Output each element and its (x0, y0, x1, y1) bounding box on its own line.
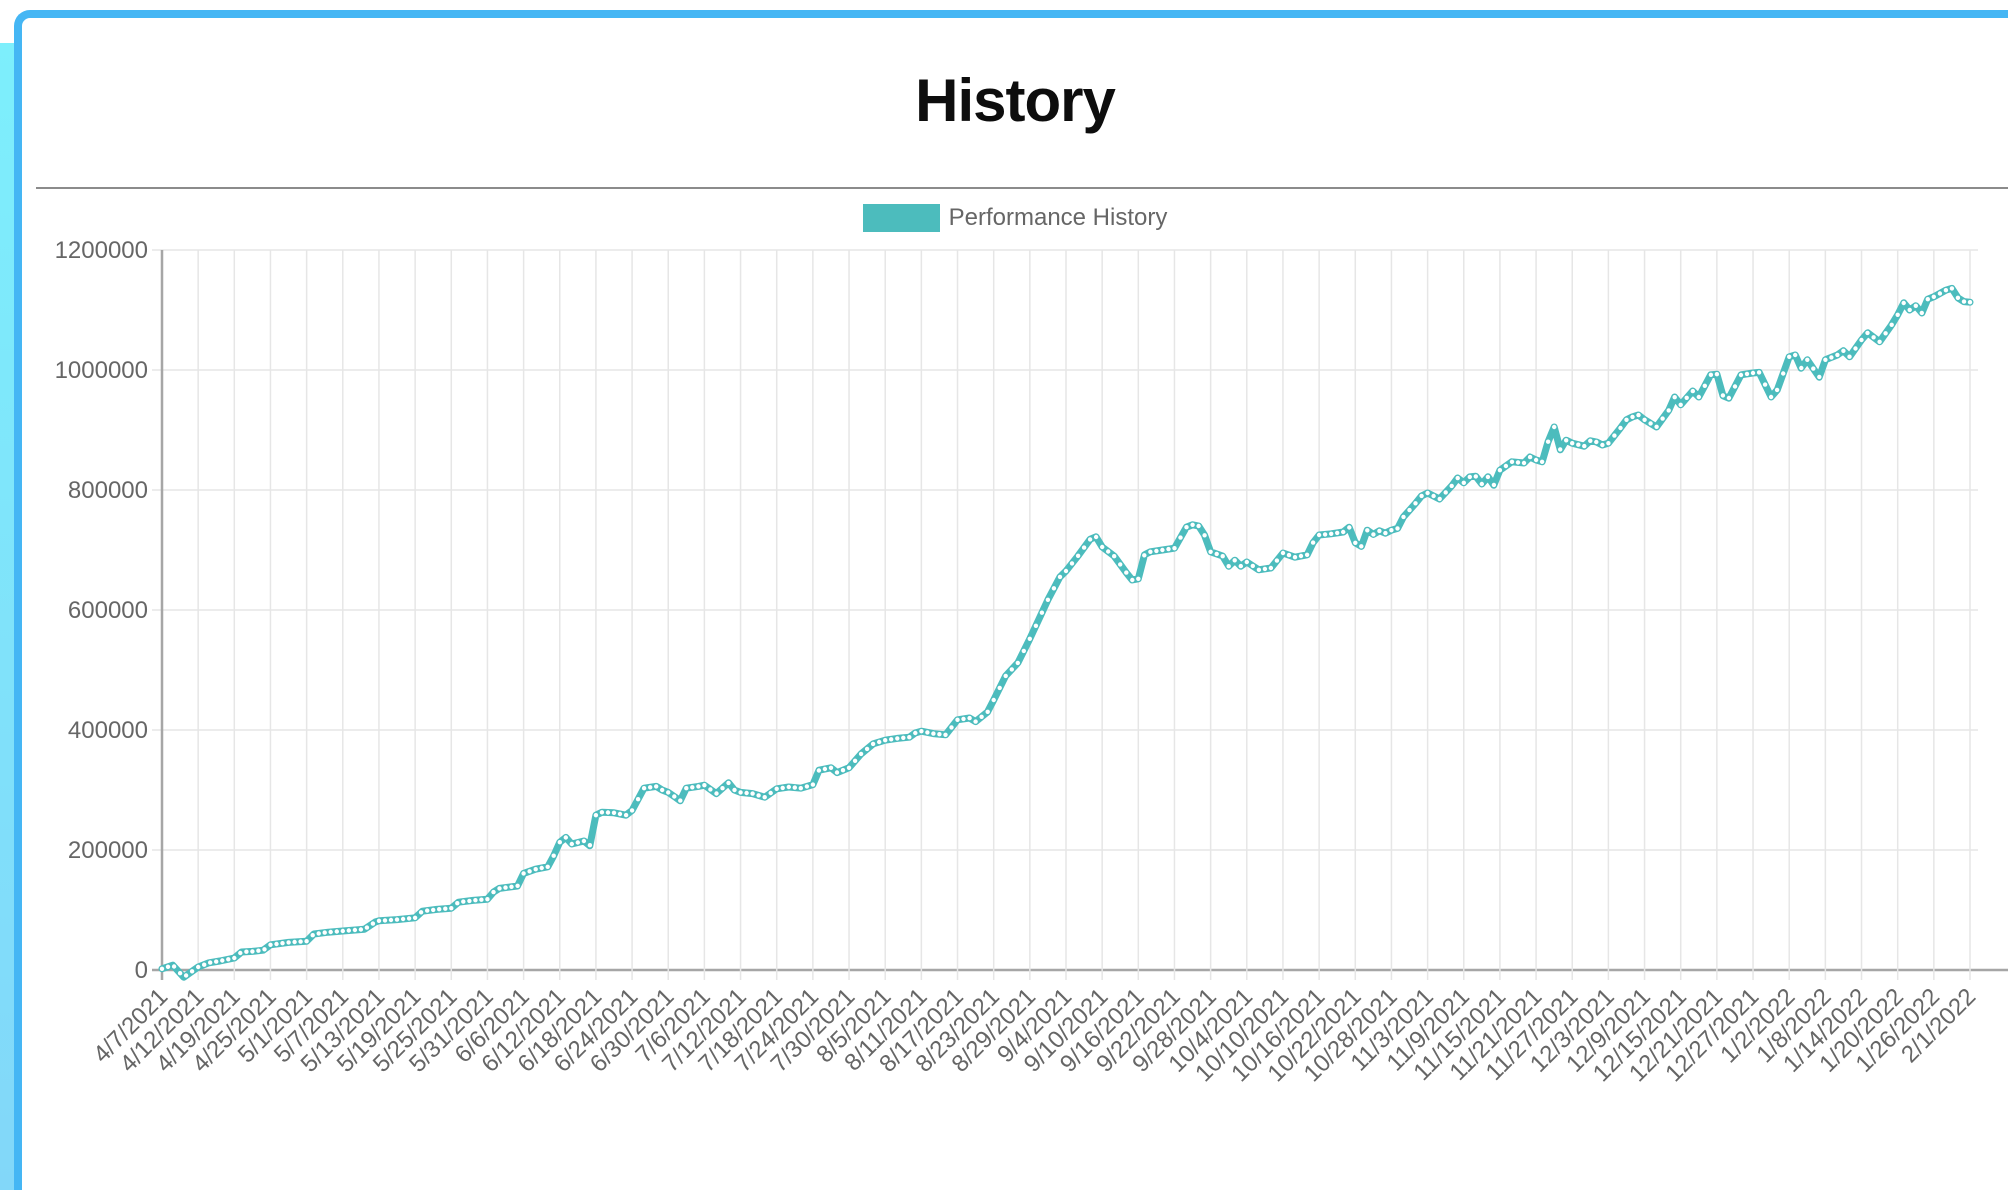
y-tick-label: 800000 (68, 477, 148, 504)
chart-legend: Performance History (22, 204, 2008, 232)
y-tick-label: 0 (135, 957, 148, 984)
window-accent-strip (0, 43, 14, 1190)
page-title: History (915, 67, 1116, 134)
y-tick-label: 600000 (68, 597, 148, 624)
legend-color-swatch (862, 204, 940, 232)
data-point-markers (159, 286, 1973, 978)
y-tick-label: 400000 (68, 717, 148, 744)
legend-label: Performance History (948, 204, 1168, 231)
legend-item-performance-history[interactable]: Performance History (862, 204, 1168, 232)
y-tick-label: 1000000 (55, 357, 148, 384)
title-divider (36, 187, 2008, 189)
window-frame-border (14, 10, 2008, 1190)
y-tick-label: 200000 (68, 837, 148, 864)
y-tick-label: 1200000 (55, 237, 148, 264)
